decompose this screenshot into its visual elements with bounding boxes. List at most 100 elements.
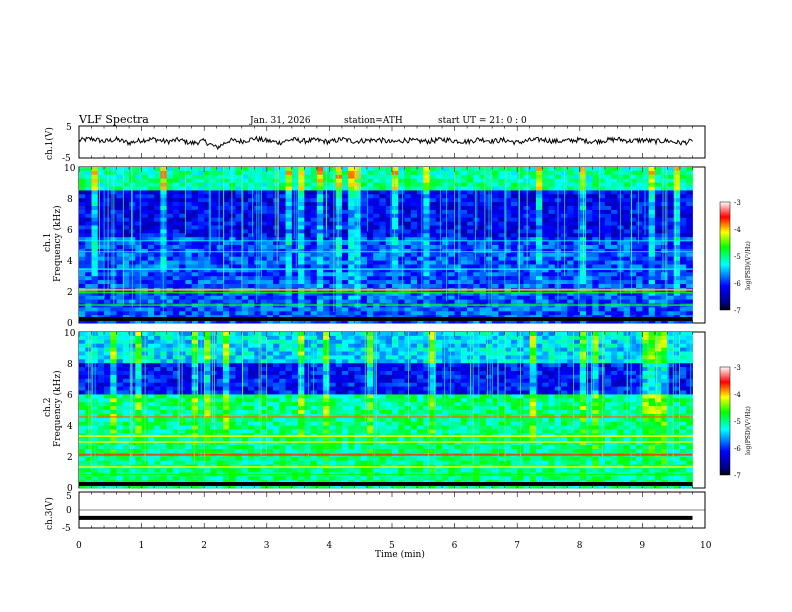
ch1-spec-cell (548, 174, 556, 180)
ch1-spec-cell (285, 264, 293, 269)
ch1-spec-cell (573, 186, 581, 191)
ch2-spec-cell (166, 425, 174, 430)
ch1-spec-cell (291, 217, 299, 222)
ch1-spec-cell (592, 311, 599, 316)
ch1-spec-cell (79, 209, 86, 215)
ch1-spec-cell (185, 260, 193, 265)
ch1-spec-cell (642, 233, 650, 238)
ch1-spec-cell (442, 233, 449, 238)
ch1-spec-cell (654, 295, 662, 300)
ch1-spec-cell (636, 174, 643, 180)
ch1-spec-cell (642, 272, 650, 277)
ch1-spec-cell (460, 260, 468, 265)
ch1-spec-cell (291, 206, 299, 211)
ch1-spec-cell (398, 182, 405, 187)
ch1-spec-cell (147, 233, 155, 238)
ch1-spec-cell (166, 311, 174, 316)
ch1-spec-cell (385, 319, 393, 324)
ch1-spec-cell (179, 291, 186, 297)
ch1-spec-cell (598, 241, 606, 246)
ch1-spec-cell (654, 241, 662, 246)
ch1-spec-cell (448, 268, 455, 273)
ch1-spec-cell (535, 241, 543, 246)
ch1-spec-cell (285, 198, 293, 203)
ch1-spec-cell (448, 252, 455, 258)
ch1-spec-cell (592, 280, 599, 285)
ch1-spec-cell (204, 284, 211, 289)
ch2-spec-cell (97, 339, 105, 345)
ch1-spec-cell (335, 167, 343, 172)
ch1-spec-cell (661, 276, 668, 281)
ch1-spec-cell (141, 225, 149, 230)
ch1-spec-cell (116, 241, 124, 246)
ch1-spec-cell (216, 245, 224, 250)
ch2-spec-cell (204, 386, 211, 391)
ch1-spec-cell (404, 174, 412, 180)
ch1-spec-cell (254, 280, 261, 285)
ch1-spec-cell (454, 248, 462, 254)
ch1-spec-cell (285, 221, 293, 226)
ch1-spec-cell (373, 307, 380, 312)
ch1-spec-cell (567, 245, 574, 250)
ch1-spec-cell (454, 213, 462, 219)
ch1-spec-cell (379, 221, 387, 226)
ch1-spec-cell (172, 202, 180, 207)
ch1-spec-cell (623, 237, 631, 242)
ch1-spec-cell (160, 174, 168, 180)
ch1-spec-cell (104, 311, 111, 316)
ch1-spec-cell (498, 229, 506, 234)
ch1-spec-cell (260, 233, 268, 238)
ch1-spec-cell (492, 206, 499, 211)
ch1-spec-cell (548, 256, 556, 261)
ch1-spec-cell (510, 268, 518, 273)
ch1-spec-cell (366, 174, 374, 180)
ch1-spec-cell (166, 319, 174, 324)
ch2-spec-cell (191, 402, 199, 407)
ch1-spec-cell (567, 272, 574, 277)
ch1-spec-cell (166, 237, 174, 242)
date-label: Jan. 31, 2026 (249, 116, 311, 126)
ch2-spec-cell (172, 351, 180, 356)
ch1-spec-cell (291, 245, 299, 250)
ch1-spec-cell (498, 299, 506, 304)
ch2-spec-cell (229, 367, 236, 372)
ch1-spec-cell (642, 264, 650, 269)
ch2-spec-cell (172, 456, 180, 462)
ch2-spec-cell (166, 394, 174, 399)
ch1-spec-cell (435, 264, 443, 269)
ch1-spec-cell (479, 264, 487, 269)
ch2-spec-cell (141, 468, 149, 473)
ch1-spec-cell (498, 311, 506, 316)
ch1-spec-ytick-8: 8 (67, 195, 73, 205)
ch1-spec-cell (135, 284, 142, 289)
ch2-spec-cell (147, 402, 155, 407)
ch1-spec-cell (172, 225, 180, 230)
ch1-spec-cell (604, 241, 612, 246)
ch1-spec-cell (85, 233, 92, 238)
ch1-spec-cell (679, 311, 687, 316)
ch1-spec-cell (467, 170, 474, 176)
ch1-spec-cell (435, 311, 443, 316)
ch1-spec-cell (648, 182, 656, 187)
ch1-spec-cell (172, 299, 180, 304)
ch1-spec-cell (329, 245, 337, 250)
ch1-spec-cell (417, 202, 424, 207)
ch1-spec-cell (479, 256, 487, 261)
ch1-spec-cell (417, 256, 424, 261)
ch1-spec-cell (636, 291, 643, 297)
ch1-spec-cell (604, 209, 612, 215)
ch2-spec-cell (116, 371, 124, 376)
ch1-spec-cell (285, 291, 293, 297)
ch1-spec-cell (222, 194, 230, 199)
ch1-spec-cell (467, 248, 474, 254)
ch1-spec-cell (285, 284, 293, 289)
ch1-spec-cell (548, 190, 556, 195)
ch1-spec-cell (673, 248, 681, 254)
ch2-spec-cell (166, 456, 174, 462)
ch1-spec-cell (429, 209, 437, 215)
ch1-spec-cell (636, 272, 643, 277)
ch1-spec-cell (654, 186, 662, 191)
ch2-spec-cell (147, 363, 155, 368)
ch1-spec-cell (341, 272, 349, 277)
ch1-spec-cell (241, 194, 249, 199)
